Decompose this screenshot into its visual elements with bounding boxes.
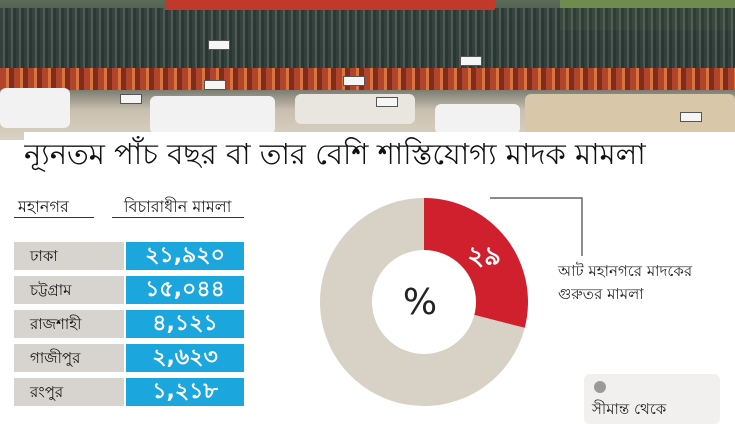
row-city-label: রাজশাহী bbox=[14, 310, 124, 338]
legend-text: সীমান্ত থেকে bbox=[592, 400, 667, 418]
row-city-label: ঢাকা bbox=[14, 242, 124, 270]
header-underline bbox=[112, 217, 244, 218]
row-city-label: রংপুর bbox=[14, 378, 124, 406]
pie-center-hole bbox=[372, 250, 476, 354]
row-cases-value: ১,২১৮ bbox=[126, 378, 244, 406]
photo-sign bbox=[208, 40, 230, 50]
row-cases-value: ১৫,০৪৪ bbox=[126, 276, 244, 304]
pie-chart: % ২৯ bbox=[319, 198, 528, 406]
row-city-label: চট্টগ্রাম bbox=[14, 276, 124, 304]
photo-sign bbox=[120, 94, 142, 104]
row-cases-value: ৪,১২১ bbox=[126, 310, 244, 338]
row-cases-value: ২১,৯২০ bbox=[126, 242, 244, 270]
row-cases-value: ২,৬২৩ bbox=[126, 344, 244, 372]
photo-red-bottles bbox=[0, 68, 735, 90]
pie-slice-value-label: ২৯ bbox=[467, 241, 501, 271]
photo-sign bbox=[376, 97, 398, 107]
chart-headline: ন্যূনতম পাঁচ বছর বা তার বেশি শাস্তিযোগ্য… bbox=[24, 132, 735, 176]
legend-dot-icon bbox=[594, 381, 606, 393]
seized-drugs-photo bbox=[0, 0, 735, 140]
photo-sign bbox=[204, 80, 226, 90]
row-city-label: গাজীপুর bbox=[14, 344, 124, 372]
photo-sign bbox=[460, 56, 482, 66]
pie-center-label: % bbox=[403, 282, 437, 323]
header-underline bbox=[14, 217, 94, 218]
column-header-cases: বিচারাধীন মামলা bbox=[124, 197, 232, 216]
pie-annotation: আট মহানগরে মাদকের গুরুতর মামলা bbox=[558, 262, 693, 303]
photo-stage bbox=[165, 0, 495, 10]
photo-pile bbox=[150, 96, 275, 134]
photo-pile bbox=[435, 104, 520, 134]
photo-pile bbox=[0, 88, 70, 128]
annotation-leader bbox=[490, 197, 583, 256]
column-header-city: মহানগর bbox=[18, 197, 69, 216]
photo-sign bbox=[343, 76, 365, 86]
photo-sign bbox=[680, 112, 702, 122]
photo-bottles-rows bbox=[0, 8, 735, 68]
